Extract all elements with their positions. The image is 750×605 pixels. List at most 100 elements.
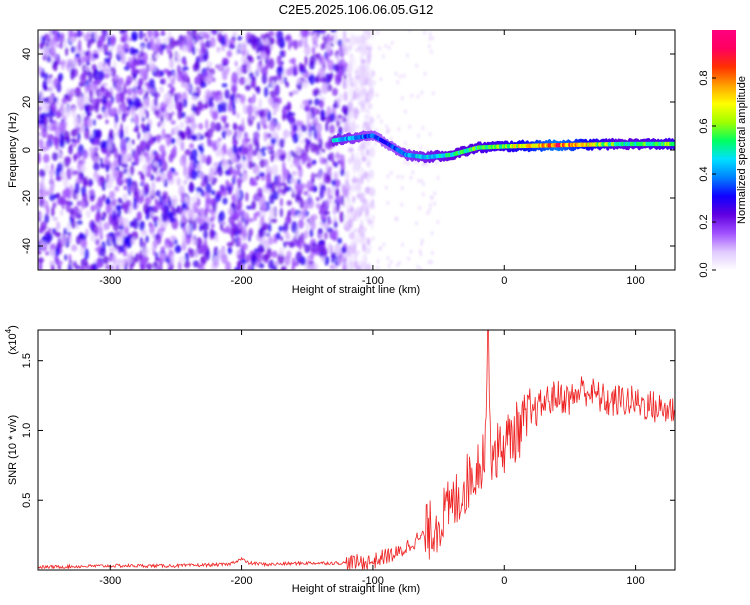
spectrogram-noise-cell xyxy=(354,228,357,233)
spectrogram-noise-cell xyxy=(57,237,62,247)
spectrogram-noise-cell xyxy=(84,66,91,72)
spectrogram-noise-cell xyxy=(139,236,144,248)
spectrogram-noise-cell xyxy=(401,174,404,179)
spectrogram-noise-cell xyxy=(315,243,322,253)
spectrogram-noise-cell xyxy=(66,221,72,232)
spectrogram-noise-cell xyxy=(284,35,292,42)
spectrogram-noise-cell xyxy=(311,46,316,55)
snr-series xyxy=(38,330,675,570)
spectrogram-noise-cell xyxy=(129,220,133,228)
spectrogram-noise-cell xyxy=(227,247,233,255)
spectrogram-noise-cell xyxy=(140,263,145,270)
spectrogram-noise-cell xyxy=(262,253,269,262)
spectrogram-noise-cell xyxy=(72,170,79,175)
spectrogram-noise-cell xyxy=(307,157,312,163)
spectrogram-noise-cell xyxy=(299,183,307,190)
spectrogram-noise-cell xyxy=(247,263,252,270)
spectrogram-noise-cell xyxy=(397,127,401,132)
spectrogram-noise-cell xyxy=(221,69,229,77)
spectrogram-noise-cell xyxy=(304,261,311,270)
spectrogram-noise-cell xyxy=(248,160,253,170)
spectrogram-noise-cell xyxy=(86,117,93,128)
spectrogram-noise-cell xyxy=(102,255,109,265)
spectrogram-noise-cell xyxy=(60,32,65,43)
spectrogram-noise-cell xyxy=(139,220,145,232)
spectrogram-noise-cell xyxy=(117,152,121,165)
spectrogram-noise-cell xyxy=(117,215,124,225)
spectrogram-noise-cell xyxy=(299,103,305,110)
spectrogram-noise-cell xyxy=(387,128,390,133)
spectrogram-noise-cell xyxy=(216,165,221,173)
spectrogram-noise-cell xyxy=(53,62,58,72)
spectrogram-noise-cell xyxy=(382,54,385,59)
spectrogram-noise-cell xyxy=(306,161,312,169)
spectrogram-noise-cell xyxy=(44,163,49,173)
spectrogram-noise-cell xyxy=(75,151,82,160)
spectrogram-noise-cell xyxy=(194,249,199,258)
spectrogram-noise-cell xyxy=(415,160,418,165)
spectrogram-noise-cell xyxy=(116,258,122,264)
spectrogram-noise-cell xyxy=(80,246,85,257)
spectrogram-noise-cell xyxy=(326,41,331,53)
spectrogram-noise-cell xyxy=(360,260,368,270)
spectrogram-noise-cell xyxy=(282,50,286,58)
spectrogram-noise-cell xyxy=(64,254,68,261)
spectrogram-noise-cell xyxy=(357,250,360,255)
spectrogram-noise-cell xyxy=(433,191,436,196)
spectrogram-noise-cell xyxy=(312,242,316,248)
spectrogram-noise-cell xyxy=(162,68,170,74)
spectrogram-noise-cell xyxy=(42,102,50,112)
spectrogram-noise-cell xyxy=(273,238,278,244)
spectrogram-noise-cell xyxy=(208,96,214,107)
spectrogram-noise-cell xyxy=(71,138,77,143)
spectrogram-noise-cell xyxy=(261,238,265,245)
spectrogram-noise-cell xyxy=(277,187,282,194)
spectrogram-noise-cell xyxy=(231,213,238,219)
spectrogram-noise-cell xyxy=(168,153,174,163)
spectrogram-noise-cell xyxy=(121,163,129,168)
spectrogram-noise-cell xyxy=(120,122,124,135)
spectrogram-noise-cell xyxy=(95,212,102,223)
spectrogram-noise-cell xyxy=(186,30,191,36)
spectrogram-noise-cell xyxy=(53,136,57,146)
spectrogram-noise-cell xyxy=(68,259,73,264)
spectrogram-noise-cell xyxy=(258,98,262,110)
spectrogram-noise-cell xyxy=(100,175,104,188)
spectrogram-noise-cell xyxy=(396,174,400,179)
spectrogram-noise-cell xyxy=(167,100,174,112)
spectrogram-noise-cell xyxy=(347,157,352,165)
spectrogram-noise-cell xyxy=(93,162,100,171)
spectrogram-noise-cell xyxy=(117,106,123,116)
spectrogram-noise-cell xyxy=(123,83,127,93)
spectrogram-noise-cell xyxy=(93,137,99,146)
spectrogram-noise-cell xyxy=(38,119,44,124)
spectrogram-noise-cell xyxy=(242,104,248,115)
spectrogram-noise-cell xyxy=(325,257,329,263)
spectrogram-noise-cell xyxy=(290,207,296,217)
spectrogram-noise-cell xyxy=(418,206,421,211)
spectrogram-noise-cell xyxy=(278,225,284,232)
spectrogram-noise-cell xyxy=(280,267,286,270)
spectrogram-noise-cell xyxy=(153,266,157,270)
spectrogram-noise-cell xyxy=(134,252,140,263)
spectrogram-noise-cell xyxy=(52,35,60,43)
spectrogram-noise-cell xyxy=(74,182,80,195)
spectrogram-noise-cell xyxy=(260,215,265,227)
spectrogram-noise-cell xyxy=(49,74,53,79)
spectrogram-noise-cell xyxy=(212,110,219,121)
spectrogram-noise-cell xyxy=(321,83,329,94)
spectrogram-noise-cell xyxy=(345,262,348,267)
spectrogram-noise-cell xyxy=(120,38,127,43)
spectrogram-noise-cell xyxy=(153,160,158,167)
spectrogram-noise-cell xyxy=(320,116,326,121)
spectrogram-noise-cell xyxy=(222,57,229,66)
spectrogram-noise-cell xyxy=(189,153,194,162)
spectrogram-noise-cell xyxy=(429,32,432,37)
spectrogram-noise-cell xyxy=(121,154,129,166)
spectrogram-noise-cell xyxy=(101,30,106,36)
spectrogram-noise-cell xyxy=(401,186,404,191)
spectrogram-noise-cell xyxy=(167,240,175,249)
spectrogram-noise-cell xyxy=(304,104,311,113)
spectrogram-noise-cell xyxy=(215,90,220,96)
spectrogram-noise-cell xyxy=(114,185,120,192)
